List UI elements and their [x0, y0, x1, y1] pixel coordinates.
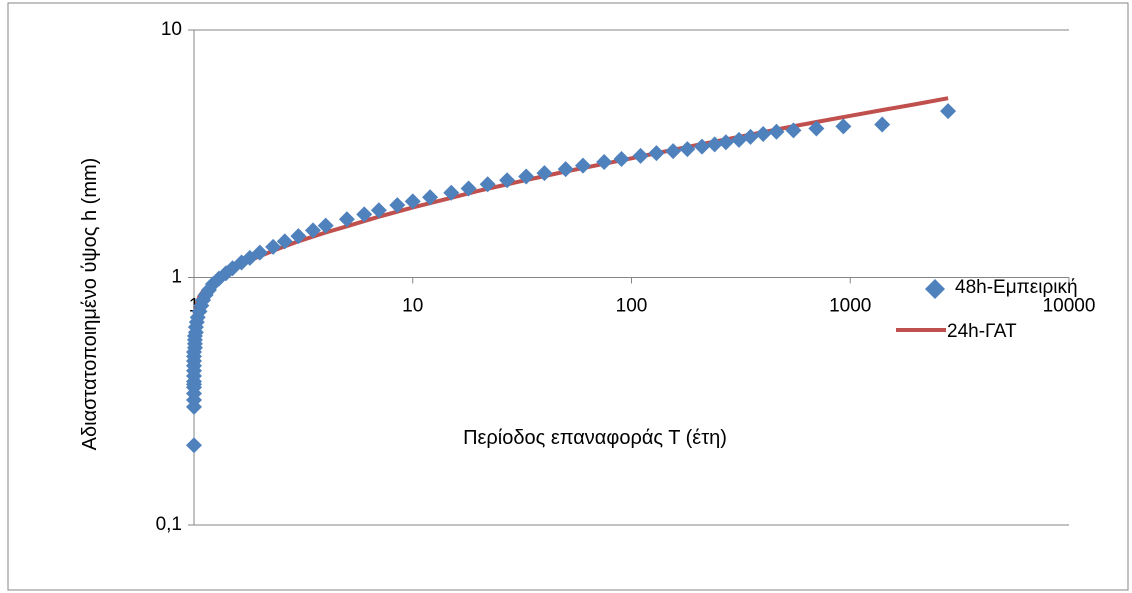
- data-point-empirical: [808, 120, 825, 137]
- data-point-empirical: [479, 176, 496, 193]
- data-point-empirical: [186, 437, 202, 454]
- x-axis-label: Περίοδος επαναφοράς Τ (έτη): [463, 427, 727, 449]
- data-point-empirical: [742, 128, 759, 145]
- data-point-empirical: [251, 244, 268, 261]
- x-tick-label: 100: [616, 296, 648, 317]
- data-point-empirical: [317, 217, 334, 234]
- data-point-empirical: [665, 143, 682, 160]
- empirical-series: [186, 103, 957, 454]
- y-tick-label: 10: [161, 19, 182, 40]
- data-point-empirical: [536, 165, 553, 182]
- data-point-empirical: [460, 180, 477, 197]
- data-point-empirical: [370, 202, 387, 219]
- data-point-empirical: [785, 122, 802, 139]
- y-tick-label: 0,1: [156, 514, 182, 535]
- data-point-empirical: [940, 103, 957, 120]
- data-point-empirical: [265, 238, 282, 255]
- data-point-empirical: [305, 222, 322, 239]
- data-point-empirical: [693, 138, 710, 155]
- data-point-empirical: [518, 168, 535, 185]
- y-axis-label: Αδιαστατοποιημένο ύψος h (mm): [79, 158, 101, 451]
- data-point-empirical: [706, 136, 723, 153]
- data-point-empirical: [443, 184, 460, 201]
- data-point-empirical: [596, 153, 613, 170]
- data-point-empirical: [276, 233, 293, 250]
- data-point-empirical: [290, 228, 307, 245]
- data-point-empirical: [874, 116, 891, 133]
- data-point-empirical: [404, 193, 421, 210]
- data-point-empirical: [499, 172, 516, 189]
- data-point-empirical: [648, 145, 665, 162]
- data-point-empirical: [356, 206, 373, 223]
- y-tick-label: 1: [171, 267, 182, 288]
- legend-label-empirical: 48h-Εμπειρική: [955, 277, 1078, 298]
- data-point-empirical: [717, 134, 734, 151]
- x-tick-label: 10000: [1043, 296, 1096, 317]
- data-point-empirical: [574, 157, 591, 174]
- data-point-empirical: [422, 189, 439, 206]
- data-point-empirical: [389, 197, 406, 214]
- data-point-empirical: [613, 151, 630, 168]
- data-point-empirical: [338, 211, 355, 228]
- data-point-empirical: [755, 126, 772, 143]
- x-tick-label: 1000: [829, 296, 871, 317]
- x-tick-label: 10: [402, 296, 423, 317]
- data-point-empirical: [768, 123, 785, 140]
- data-point-empirical: [835, 118, 852, 135]
- data-point-empirical: [730, 131, 747, 148]
- data-point-empirical: [557, 161, 574, 178]
- legend-label-gat: 24h-ΓΑΤ: [947, 321, 1017, 342]
- data-point-empirical: [632, 147, 649, 164]
- legend-diamond-icon: [925, 279, 945, 299]
- legend: 48h-Εμπειρική 24h-ΓΑΤ: [896, 277, 1078, 342]
- data-point-empirical: [679, 141, 696, 158]
